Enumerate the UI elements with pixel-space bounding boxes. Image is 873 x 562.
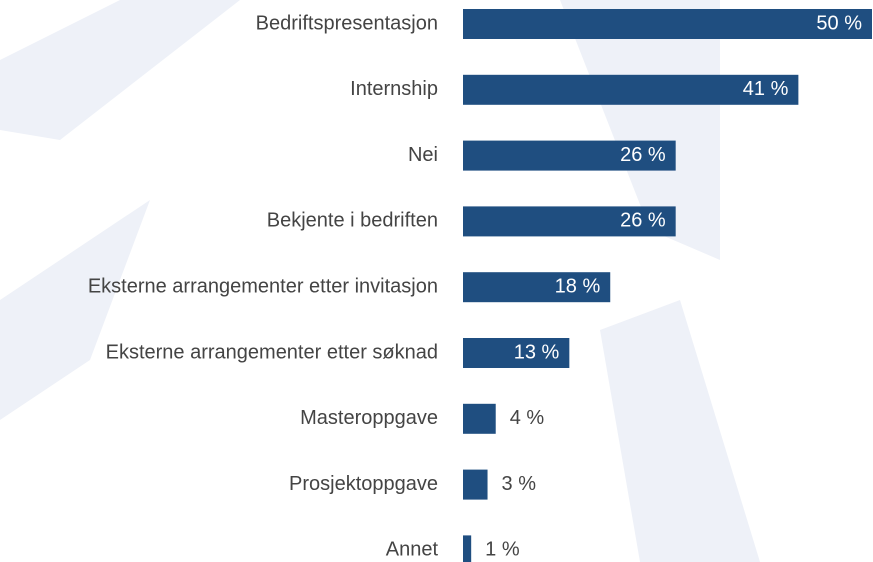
category-label: Eksterne arrangementer etter invitasjon [88, 275, 438, 297]
bar [463, 535, 472, 562]
category-label: Internship [350, 78, 438, 100]
value-label: 26 % [620, 144, 666, 166]
category-label: Annet [386, 539, 439, 561]
value-label: 50 % [816, 12, 862, 34]
category-label: Bedriftspresentasjon [256, 12, 438, 34]
bar [463, 206, 676, 237]
bar [463, 74, 799, 105]
bar [463, 469, 488, 500]
bar [463, 272, 611, 303]
value-label: 4 % [510, 407, 545, 429]
value-label: 13 % [514, 341, 560, 363]
category-label: Masteroppgave [300, 407, 438, 429]
value-label: 41 % [743, 78, 789, 100]
bar [463, 403, 496, 434]
watermark [0, 0, 760, 562]
bar [463, 9, 872, 39]
category-label: Bekjente i bedriften [267, 210, 438, 232]
value-label: 26 % [620, 210, 666, 232]
bar [463, 140, 676, 171]
category-label: Nei [408, 144, 438, 166]
value-label: 18 % [555, 275, 601, 297]
value-label: 3 % [502, 473, 537, 495]
value-label: 1 % [485, 539, 520, 561]
category-label: Prosjektoppgave [289, 473, 438, 495]
bar [463, 338, 570, 368]
category-label: Eksterne arrangementer etter søknad [106, 341, 438, 363]
